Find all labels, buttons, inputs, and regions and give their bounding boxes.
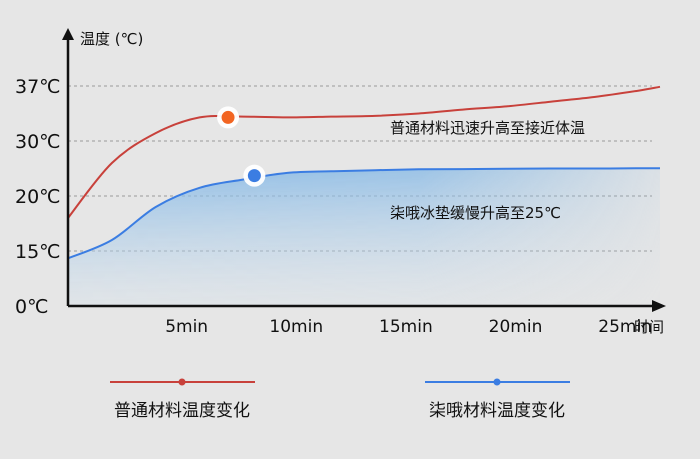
marker-normal [221, 110, 235, 124]
x-tick-label: 20min [489, 317, 543, 337]
legend-dot-normal [178, 378, 186, 386]
x-tick-label: 10min [269, 317, 323, 337]
y-axis-arrow [62, 28, 74, 40]
y-tick-label: 20℃ [15, 186, 61, 208]
x-tick-label: 25min [598, 317, 652, 337]
highlight-markers [217, 106, 266, 187]
annotation-normal: 普通材料迅速升高至接近体温 [390, 119, 585, 137]
x-axis-arrow [652, 300, 666, 312]
legend-item-normal: 普通材料温度变化 [110, 378, 255, 421]
x-tick-labels: 5min 10min 15min 20min 25min [165, 317, 652, 337]
series-line-qio [67, 167, 660, 260]
y-tick-labels: 0℃ 15℃ 20℃ 30℃ 37℃ [15, 76, 61, 318]
legend-item-qio: 柒哦材料温度变化 [425, 378, 570, 421]
series-fill-area [68, 168, 660, 306]
x-tick-label: 5min [165, 317, 208, 337]
x-axis-title: 时间 [634, 318, 664, 336]
legend: 普通材料温度变化 柒哦材料温度变化 [110, 378, 570, 421]
axes [62, 28, 666, 312]
series-lines [67, 85, 661, 260]
y-tick-label: 37℃ [15, 76, 61, 98]
x-tick-label: 15min [379, 317, 433, 337]
y-tick-label: 30℃ [15, 131, 61, 153]
annotation-qio: 柒哦冰垫缓慢升高至25℃ [390, 204, 561, 222]
y-tick-label: 0℃ [15, 296, 48, 318]
legend-label-qio: 柒哦材料温度变化 [429, 401, 565, 421]
series-area-qio [68, 168, 660, 306]
marker-qio [247, 169, 261, 183]
y-axis-title: 温度 (℃) [80, 30, 143, 48]
series-line-normal [67, 85, 661, 219]
y-tick-label: 15℃ [15, 241, 61, 263]
legend-dot-qio [493, 378, 501, 386]
legend-label-normal: 普通材料温度变化 [114, 401, 250, 421]
